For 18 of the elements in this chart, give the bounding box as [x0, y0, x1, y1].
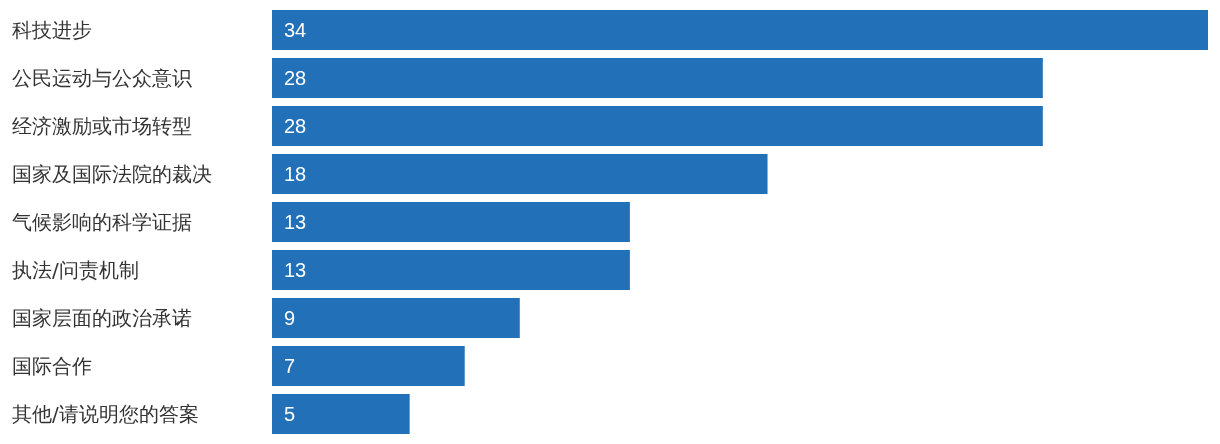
y-tick-label: 国家及国际法院的裁决 — [12, 162, 212, 186]
y-tick-label: 经济激励或市场转型 — [12, 114, 192, 138]
data-label: 13 — [284, 259, 307, 281]
y-tick-label: 执法/问责机制 — [12, 258, 139, 282]
y-tick-label: 其他/请说明您的答案 — [12, 402, 199, 426]
y-tick-label: 气候影响的科学证据 — [12, 210, 192, 234]
y-tick-label: 国家层面的政治承诺 — [12, 306, 192, 330]
data-label: 13 — [284, 211, 307, 233]
data-label: 7 — [284, 355, 296, 377]
data-label: 5 — [284, 403, 296, 425]
y-tick-label: 公民运动与公众意识 — [12, 66, 192, 90]
data-label: 28 — [284, 67, 307, 89]
y-tick-label: 国际合作 — [12, 354, 92, 378]
data-label: 34 — [284, 19, 307, 41]
data-label: 9 — [284, 307, 296, 329]
data-label: 18 — [284, 163, 307, 185]
y-tick-label: 科技进步 — [12, 18, 92, 42]
data-label: 28 — [284, 115, 307, 137]
